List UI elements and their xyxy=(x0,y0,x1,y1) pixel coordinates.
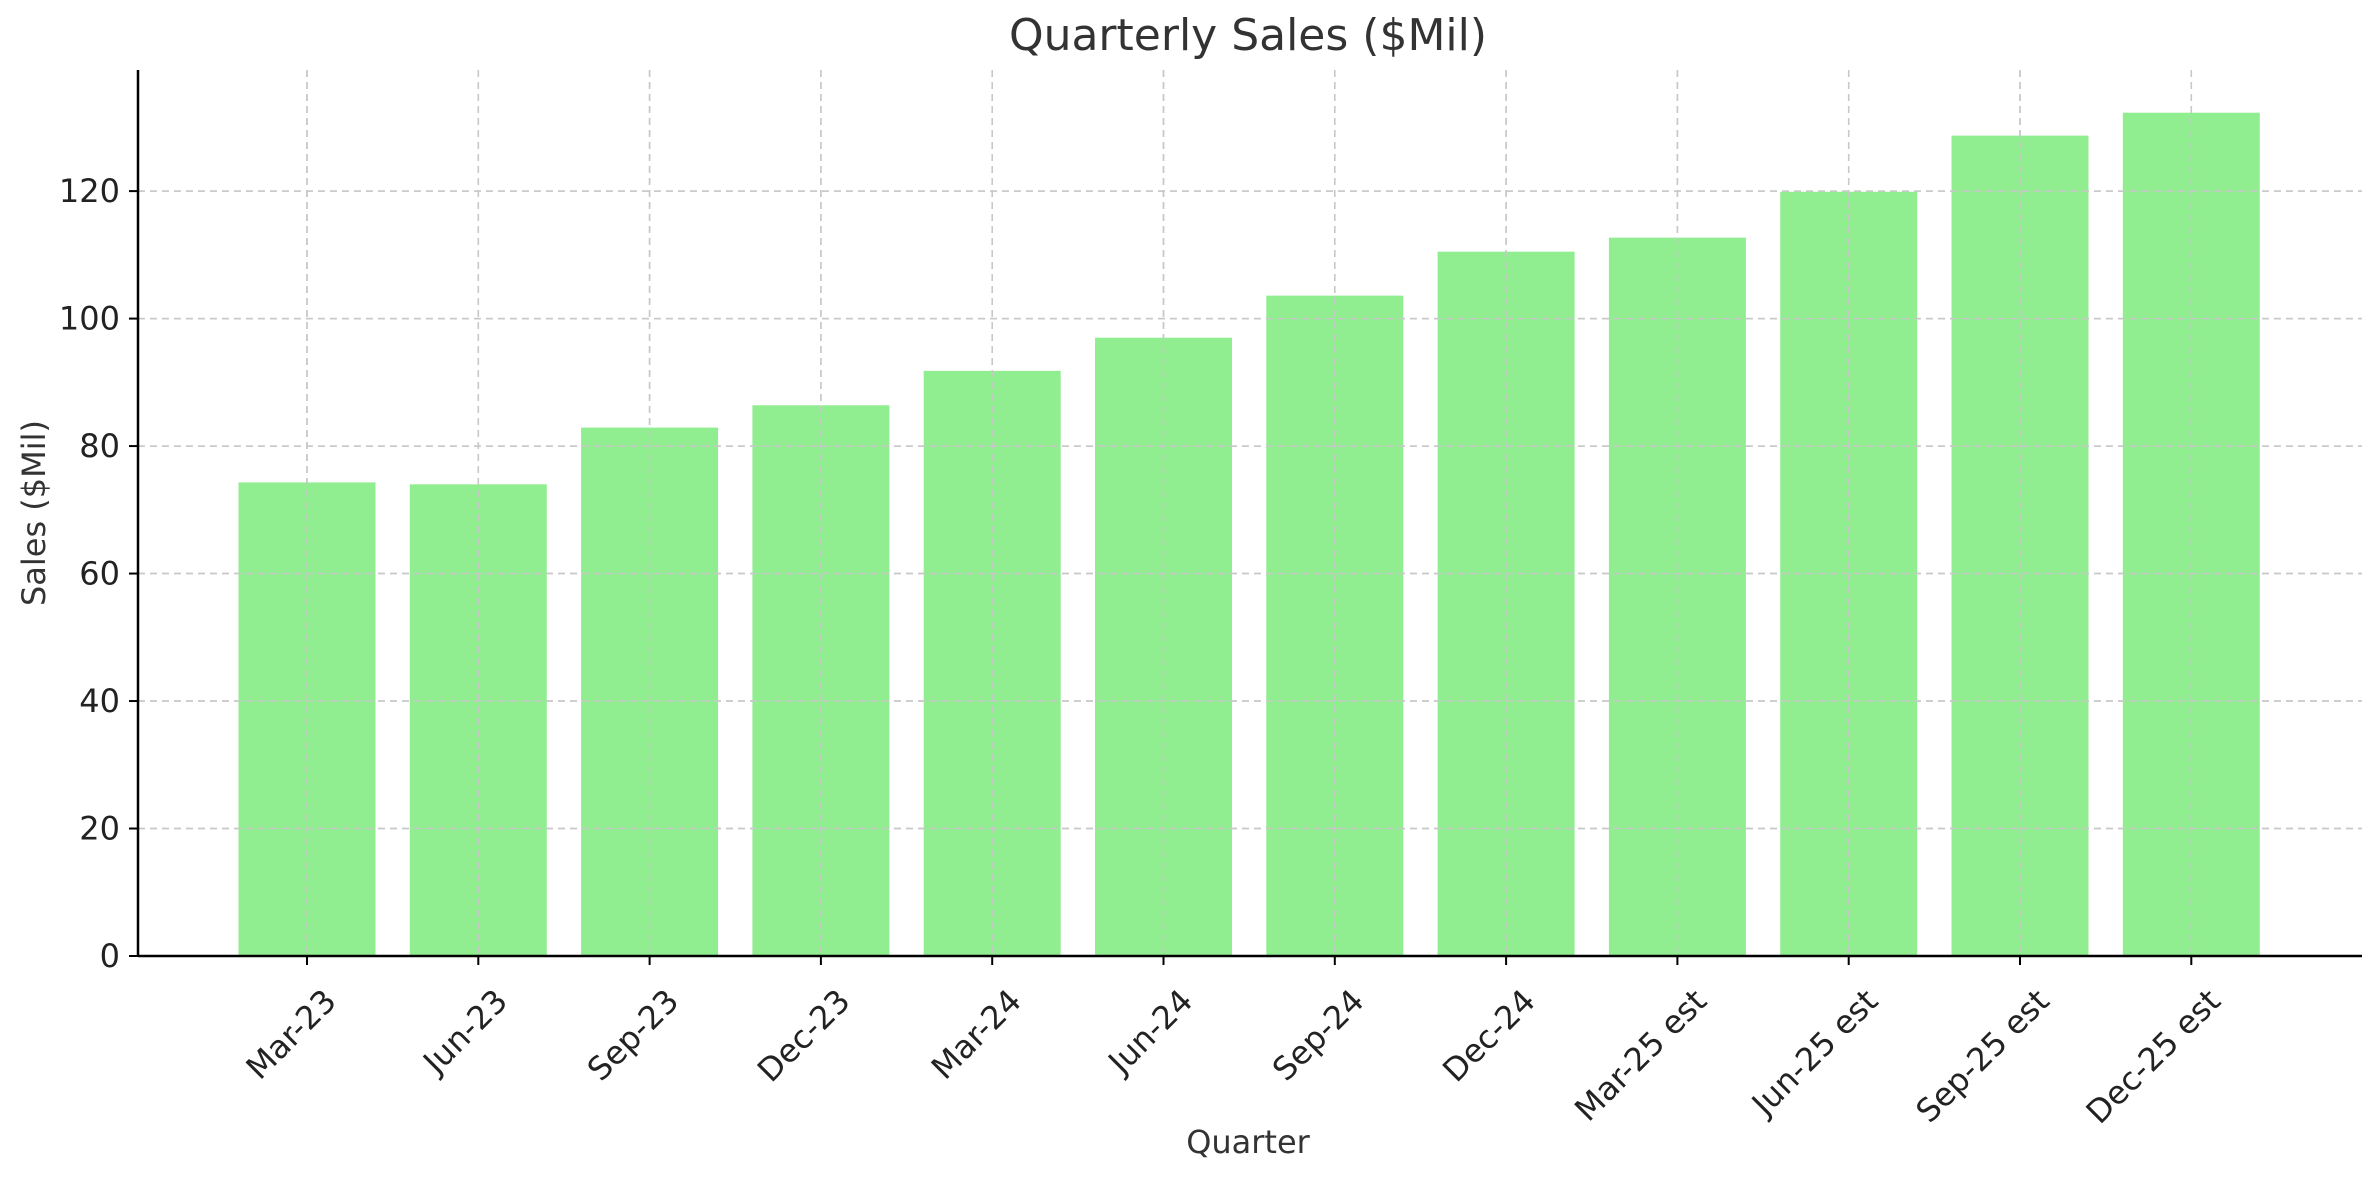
x-tick-label: Jun-25 est xyxy=(1743,982,1885,1124)
bar-mar-25-est xyxy=(1608,237,1746,956)
y-tick-label: 120 xyxy=(59,172,120,210)
x-tick-label: Dec-25 est xyxy=(2079,982,2228,1131)
x-tick-label: Dec-24 xyxy=(1435,982,1543,1090)
x-tick-label: Mar-25 est xyxy=(1567,982,1714,1129)
y-tick-label: 0 xyxy=(100,937,120,975)
x-tick-label: Jun-23 xyxy=(414,982,515,1083)
y-tick-label: 20 xyxy=(79,810,120,848)
x-tick-label: Dec-23 xyxy=(750,982,858,1090)
y-axis-label: Sales ($Mil) xyxy=(15,420,53,606)
x-tick-label: Sep-25 est xyxy=(1908,982,2056,1130)
x-tick-label: Mar-23 xyxy=(239,982,344,1087)
x-axis-label: Quarter xyxy=(1186,1123,1310,1161)
y-tick-label: 100 xyxy=(59,300,120,338)
x-tick-label: Sep-23 xyxy=(580,982,686,1088)
bars xyxy=(138,70,2362,956)
y-tick-label: 60 xyxy=(79,555,120,593)
x-tick-label: Sep-24 xyxy=(1265,982,1371,1088)
bar-dec-23 xyxy=(752,405,890,956)
x-axis-ticks: Mar-23 Jun-23 Sep-23 Dec-23 Mar-24 Jun-24 Sep-… xyxy=(239,956,2228,1131)
y-axis-ticks: 0 20 40 60 80 100 120 xyxy=(59,172,138,975)
x-tick-label: Mar-24 xyxy=(924,982,1029,1087)
y-tick-label: 80 xyxy=(79,427,120,465)
chart-title: Quarterly Sales ($Mil) xyxy=(1009,10,1487,61)
axes xyxy=(136,70,2362,958)
y-tick-label: 40 xyxy=(79,682,120,720)
x-tick-label: Jun-24 xyxy=(1100,982,1201,1083)
